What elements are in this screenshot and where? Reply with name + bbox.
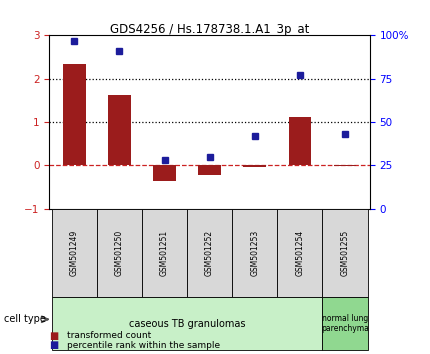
Bar	[322, 297, 368, 350]
Text: GSM501249: GSM501249	[70, 229, 79, 276]
Text: GSM501254: GSM501254	[295, 229, 304, 276]
Bar	[52, 209, 97, 297]
Text: GSM501250: GSM501250	[115, 229, 124, 276]
Bar	[198, 165, 221, 175]
Text: caseous TB granulomas: caseous TB granulomas	[129, 319, 246, 329]
Bar	[142, 209, 187, 297]
Text: percentile rank within the sample: percentile rank within the sample	[67, 341, 220, 350]
Bar	[322, 209, 368, 297]
Bar	[153, 165, 176, 181]
Text: transformed count: transformed count	[67, 331, 151, 340]
Bar	[277, 209, 322, 297]
Bar	[334, 165, 356, 166]
Bar	[187, 209, 232, 297]
Bar	[97, 209, 142, 297]
Text: GDS4256 / Hs.178738.1.A1_3p_at: GDS4256 / Hs.178738.1.A1_3p_at	[110, 23, 309, 36]
Bar	[52, 297, 322, 350]
Bar	[108, 95, 131, 165]
Text: cell type: cell type	[4, 314, 46, 324]
Text: GSM501252: GSM501252	[205, 230, 214, 276]
Bar	[289, 117, 311, 165]
Text: ■: ■	[49, 340, 59, 350]
Bar	[63, 64, 86, 165]
Bar	[243, 165, 266, 167]
Text: ■: ■	[49, 331, 59, 341]
Bar	[232, 209, 277, 297]
Text: GSM501255: GSM501255	[341, 229, 350, 276]
Text: GSM501253: GSM501253	[250, 229, 259, 276]
Text: normal lung
parenchyma: normal lung parenchyma	[321, 314, 369, 333]
Text: GSM501251: GSM501251	[160, 230, 169, 276]
